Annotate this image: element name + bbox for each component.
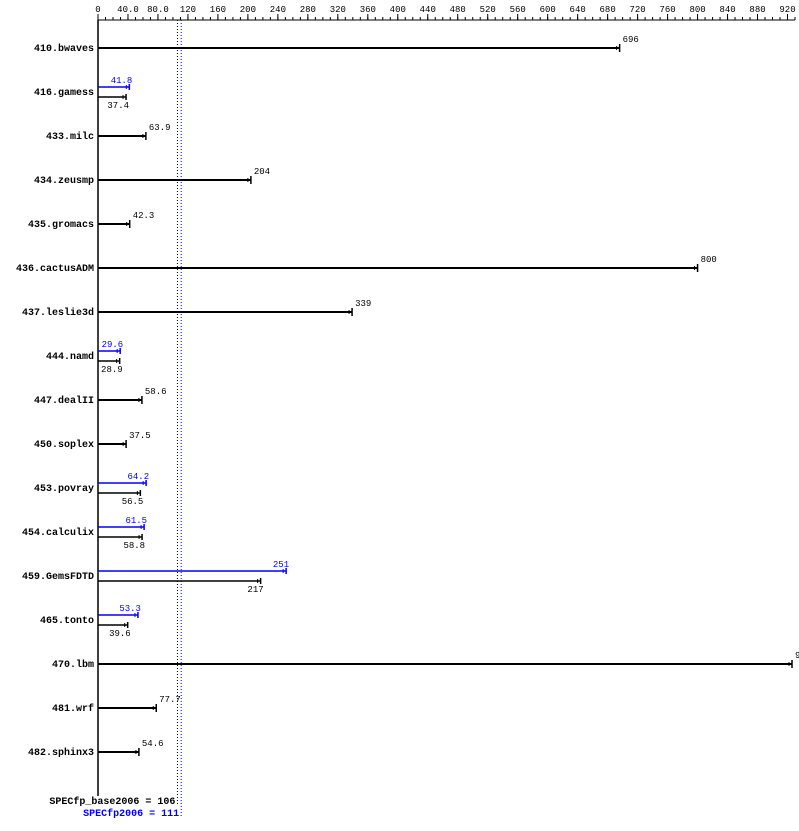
axis-tick-label: 760 [659, 5, 675, 15]
base-value: 54.6 [142, 739, 164, 749]
benchmark-label: 481.wrf [52, 703, 94, 715]
axis-tick-label: 160 [210, 5, 226, 15]
axis-tick-label: 880 [749, 5, 765, 15]
axis-tick-label: 720 [630, 5, 646, 15]
benchmark-label: 437.leslie3d [22, 307, 94, 319]
base-value: 217 [247, 585, 263, 595]
axis-tick-label: 80.0 [147, 5, 169, 15]
axis-tick-label: 520 [480, 5, 496, 15]
axis-tick-label: 440 [420, 5, 436, 15]
footer-label: SPECfp_base2006 = 106 [49, 796, 175, 808]
benchmark-label: 435.gromacs [28, 220, 94, 231]
peak-value: 29.6 [102, 340, 124, 350]
base-value: 926 [795, 651, 799, 661]
benchmark-label: 465.tonto [40, 616, 94, 627]
base-value: 204 [254, 167, 270, 177]
axis-tick-label: 480 [450, 5, 466, 15]
benchmark-label: 410.bwaves [34, 43, 94, 55]
peak-value: 41.8 [111, 76, 133, 86]
axis-tick-label: 240 [270, 5, 286, 15]
peak-value: 53.3 [119, 604, 141, 614]
benchmark-label: 433.milc [46, 131, 94, 143]
peak-value: 64.2 [128, 472, 150, 482]
benchmark-label: 444.namd [46, 351, 94, 363]
base-value: 696 [623, 35, 639, 45]
base-value: 42.3 [133, 211, 155, 221]
axis-tick-label: 800 [689, 5, 705, 15]
axis-tick-label: 840 [719, 5, 735, 15]
axis-tick-label: 280 [300, 5, 316, 15]
base-value: 339 [355, 299, 371, 309]
footer-label: SPECfp2006 = 111 [83, 808, 179, 820]
peak-value: 251 [273, 560, 289, 570]
axis-tick-label: 640 [570, 5, 586, 15]
peak-value: 61.5 [125, 516, 147, 526]
axis-tick-label: 600 [540, 5, 556, 15]
chart-background [0, 0, 799, 831]
base-value: 58.8 [123, 541, 145, 551]
benchmark-label: 434.zeusmp [34, 176, 94, 187]
spec-chart: 0 40.0 80.0 120 160 200 240 280 320 360 400 440 480 5… [0, 0, 799, 831]
base-value: 37.4 [107, 101, 129, 111]
benchmark-label: 470.lbm [52, 659, 94, 671]
benchmark-label: 450.soplex [34, 439, 94, 451]
benchmark-label: 416.gamess [34, 88, 94, 99]
axis-tick-label: 360 [360, 5, 376, 15]
base-value: 39.6 [109, 629, 131, 639]
axis-tick-label: 320 [330, 5, 346, 15]
base-value: 77.7 [159, 695, 181, 705]
benchmark-label: 447.dealII [34, 395, 94, 407]
axis-tick-label: 920 [779, 5, 795, 15]
axis-tick-label: 200 [240, 5, 256, 15]
axis-tick-label: 120 [180, 5, 196, 15]
base-value: 37.5 [129, 431, 151, 441]
benchmark-label: 453.povray [34, 484, 94, 495]
base-value: 56.5 [122, 497, 144, 507]
axis-tick-label: 0 [95, 5, 100, 15]
base-value: 63.9 [149, 123, 171, 133]
base-value: 800 [701, 255, 717, 265]
axis-tick-label: 400 [390, 5, 406, 15]
base-value: 58.6 [145, 387, 167, 397]
benchmark-label: 459.GemsFDTD [22, 572, 94, 583]
benchmark-label: 482.sphinx3 [28, 747, 94, 759]
axis-tick-label: 40.0 [117, 5, 139, 15]
benchmark-label: 436.cactusADM [16, 264, 94, 275]
benchmark-label: 454.calculix [22, 527, 94, 539]
axis-tick-label: 680 [600, 5, 616, 15]
axis-tick-label: 560 [510, 5, 526, 15]
base-value: 28.9 [101, 365, 123, 375]
